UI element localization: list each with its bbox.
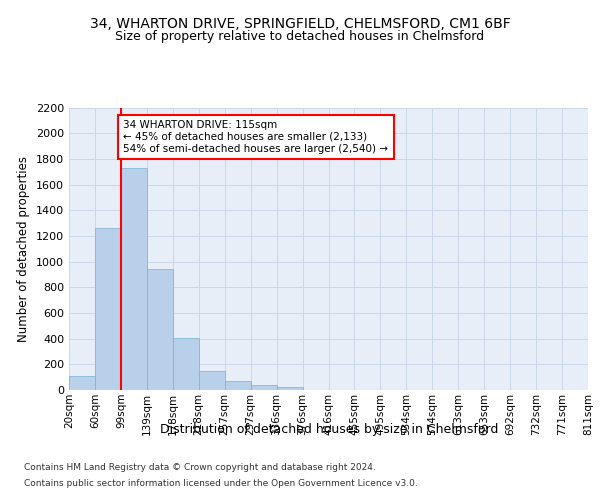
Text: Contains public sector information licensed under the Open Government Licence v3: Contains public sector information licen… xyxy=(24,478,418,488)
Bar xyxy=(121,168,147,390)
Bar xyxy=(277,387,302,390)
Bar xyxy=(251,384,277,390)
Text: Contains HM Land Registry data © Crown copyright and database right 2024.: Contains HM Land Registry data © Crown c… xyxy=(24,464,376,472)
Bar xyxy=(95,228,121,390)
Bar xyxy=(173,338,199,390)
Text: Distribution of detached houses by size in Chelmsford: Distribution of detached houses by size … xyxy=(160,422,498,436)
Bar xyxy=(199,370,224,390)
Text: Size of property relative to detached houses in Chelmsford: Size of property relative to detached ho… xyxy=(115,30,485,43)
Bar xyxy=(225,381,251,390)
Bar xyxy=(69,376,95,390)
Bar xyxy=(147,270,173,390)
Y-axis label: Number of detached properties: Number of detached properties xyxy=(17,156,31,342)
Text: 34, WHARTON DRIVE, SPRINGFIELD, CHELMSFORD, CM1 6BF: 34, WHARTON DRIVE, SPRINGFIELD, CHELMSFO… xyxy=(89,18,511,32)
Text: 34 WHARTON DRIVE: 115sqm
← 45% of detached houses are smaller (2,133)
54% of sem: 34 WHARTON DRIVE: 115sqm ← 45% of detach… xyxy=(124,120,388,154)
